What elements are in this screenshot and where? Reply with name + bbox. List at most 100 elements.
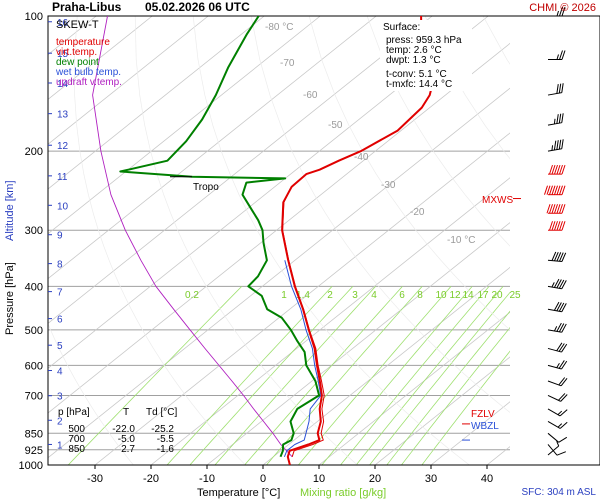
table-header-t: T (123, 407, 129, 418)
x-axis-title: Temperature [°C] (197, 487, 280, 499)
temperature-tick-label: 10 (313, 473, 325, 485)
pressure-axis: 100 200 300 400 500 600 700 850 925 1000 (19, 11, 43, 472)
wind-barb (547, 432, 568, 443)
fzlv-label: FZLV (471, 409, 495, 420)
pressure-tick-label: 925 (25, 445, 43, 457)
wind-barb-flag (561, 164, 566, 175)
wind-barb (546, 204, 566, 214)
wind-barb-flag (549, 185, 553, 195)
altitude-tick-label: 2 (57, 416, 63, 427)
wind-barb-flag (546, 185, 551, 195)
temperature-tick-label: 40 (481, 473, 493, 485)
isotherm-line (48, 16, 265, 190)
wind-barb-flag (561, 360, 568, 370)
table-cell: -1.6 (157, 444, 175, 455)
wind-barb-flag (546, 204, 551, 214)
wind-barb-flag (551, 204, 556, 214)
wind-barb-flag (558, 279, 565, 289)
series-updraft-v-temp (92, 16, 293, 458)
table-cell: -22.0 (112, 424, 135, 435)
dry-adiabat-line (482, 16, 510, 65)
wind-barb (544, 185, 566, 196)
wind-barb-flag (558, 302, 565, 312)
dry-adiabat-line (134, 16, 358, 465)
wind-barb-flag (558, 139, 562, 150)
wind-barb-flag (560, 394, 568, 402)
wind-barb-flag (554, 221, 558, 231)
wind-barb-flag (561, 185, 566, 195)
wind-barb-half (556, 54, 559, 60)
wind-barb-flag (561, 303, 567, 312)
mxws-label: MXWS (482, 195, 513, 206)
wind-barb-staff (547, 444, 558, 456)
surface-title: Surface: (383, 22, 420, 33)
altitude-tick-label: 6 (57, 315, 63, 326)
wind-barb-flag (551, 164, 556, 175)
wind-barb-flag (558, 343, 565, 352)
pressure-tick-label: 300 (25, 225, 43, 237)
isotherm-line (48, 16, 321, 235)
mixing-ratio-label: 2 (327, 290, 333, 301)
wind-barb-flag (556, 114, 559, 124)
altitude-tick-label: 7 (57, 288, 63, 299)
mixing-ratio-label: 6 (399, 290, 405, 301)
wind-barb-half (551, 145, 554, 151)
wind-barb-flag (561, 113, 564, 123)
wind-barb-flag (556, 221, 561, 231)
temperature-axis: -30 -20 -10 0 10 20 30 40 (87, 465, 493, 485)
wind-barb-flag (559, 164, 563, 175)
temperature-tick-label: -10 (199, 473, 215, 485)
pressure-tick-label: 700 (25, 390, 43, 402)
wind-barb (547, 408, 568, 417)
mixing-ratio-line (340, 286, 490, 465)
temperature-tick-label: -20 (143, 473, 159, 485)
isotherm-label: -30 (381, 180, 396, 191)
isotherm-label: -60 (303, 90, 318, 101)
wind-barb-flag (549, 204, 553, 214)
isotherm-line (150, 177, 510, 465)
legend: SKEW-T temperature virt.temp. dew point … (55, 19, 122, 88)
wind-barb-flag (558, 252, 564, 262)
table-cell: 850 (68, 444, 85, 455)
surface-temp: temp: 2.6 °C (386, 45, 442, 56)
mixing-ratio-label: 12 (449, 290, 461, 301)
wind-barb-flag (551, 221, 556, 231)
surface-info: Surface: press: 959.3 hPa temp: 2.6 °C d… (380, 20, 472, 91)
wind-barb-flag (551, 185, 556, 195)
mixing-ratio-label: 3 (352, 290, 358, 301)
series-dew-point (119, 16, 321, 458)
dry-adiabat-line (48, 322, 134, 465)
altitude-tick-label: 4 (57, 367, 63, 378)
mixing-ratio-line (189, 286, 354, 465)
wind-barb-flag (558, 436, 568, 443)
isotherm-line (48, 16, 377, 280)
wind-barb (547, 421, 568, 429)
isotherm-labels: -80 °C -70 -60 -50 -40 -30 -20 -10 °C (265, 22, 475, 246)
dry-adiabat-line (250, 16, 510, 413)
wind-barb-half (551, 282, 555, 288)
wind-barb-flag (559, 50, 563, 60)
x-axis-title-mixing: Mixing ratio [g/kg] (300, 487, 386, 499)
surface-info-bg (380, 20, 472, 91)
wind-barb-half (553, 118, 556, 125)
mixing-ratio-lines (67, 286, 510, 465)
wind-barb-half (556, 441, 560, 447)
mixing-ratio-line (321, 286, 473, 465)
wind-barb (547, 377, 568, 387)
wind-barb-half (557, 423, 563, 428)
pressure-tick-label: 400 (25, 281, 43, 293)
wind-barb-flag (561, 6, 566, 17)
pressure-tick-label: 1000 (19, 460, 43, 472)
isotherm-label: -20 (410, 207, 425, 218)
wind-barb (547, 444, 567, 456)
wind-barb-flag (553, 278, 560, 288)
wind-barb-flag (559, 185, 563, 195)
mixing-ratio-line (355, 286, 504, 465)
copyright: CHMI © 2026 (529, 2, 596, 14)
wind-barb-flag (554, 164, 558, 175)
legend-dew-point: dew point (56, 57, 99, 68)
wind-barb-flag (559, 204, 563, 214)
wind-barb-flag (553, 140, 557, 151)
